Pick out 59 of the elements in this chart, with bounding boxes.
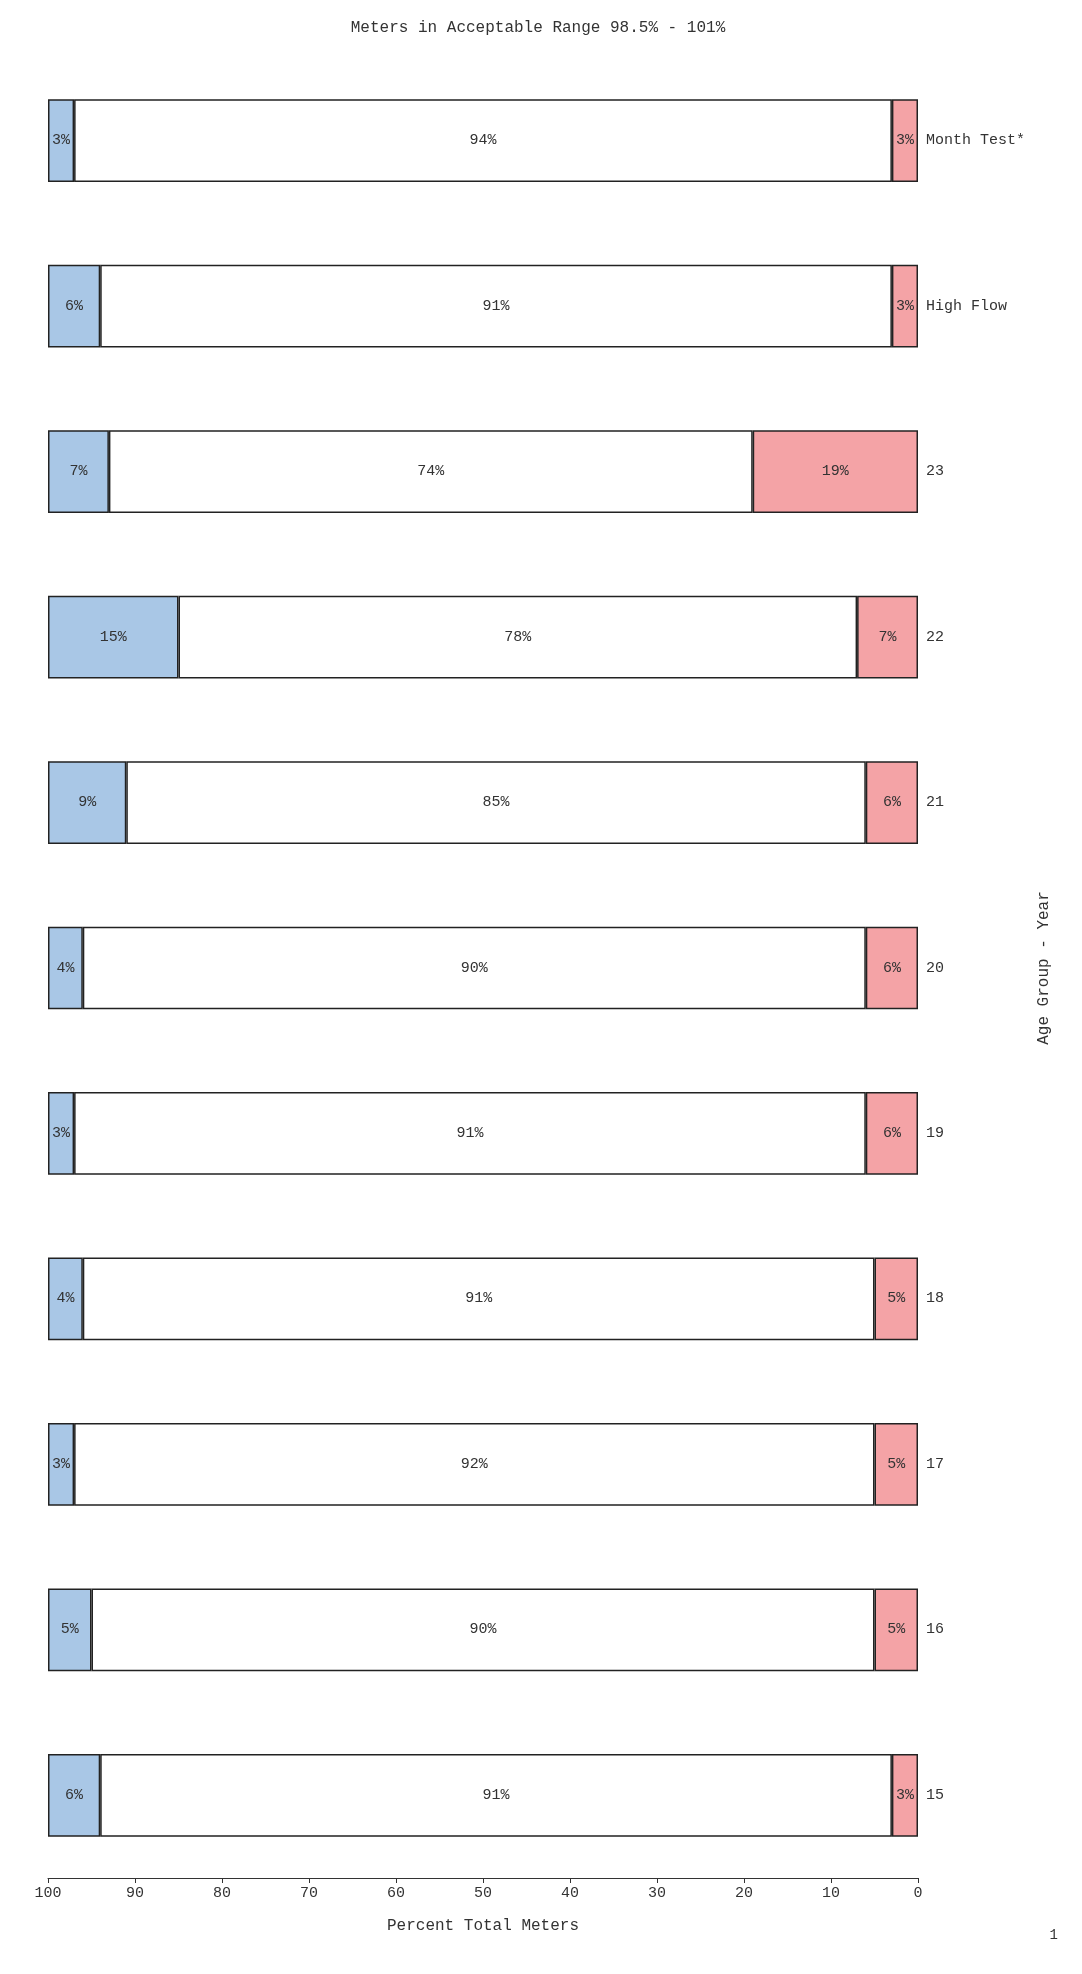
- x-tick-label: 30: [647, 1885, 667, 1902]
- y-axis-title: Age Group - Year: [1034, 891, 1053, 1045]
- data-label: 3%: [895, 132, 915, 150]
- data-label: 5%: [887, 1455, 907, 1473]
- x-tick-label: 90: [125, 1885, 145, 1902]
- data-label: 78%: [504, 628, 533, 646]
- data-label: 6%: [65, 297, 85, 315]
- data-label: 90%: [460, 959, 489, 977]
- data-label: 74%: [417, 463, 446, 481]
- data-label: 5%: [887, 1621, 907, 1639]
- x-tick-label: 20: [734, 1885, 754, 1902]
- data-label: 90%: [469, 1621, 498, 1639]
- data-label: 91%: [465, 1290, 494, 1308]
- data-label: 15%: [99, 628, 128, 646]
- text: 1: [1049, 1927, 1058, 1943]
- x-tick-label: 60: [386, 1885, 406, 1902]
- data-label: 6%: [882, 1124, 902, 1142]
- y-tick-label: 17: [926, 1455, 945, 1473]
- data-label: 7%: [69, 463, 89, 481]
- data-label: 4%: [56, 959, 76, 977]
- data-label: 6%: [882, 959, 902, 977]
- y-tick-label: High Flow: [926, 297, 1008, 315]
- data-label: 91%: [482, 1786, 511, 1804]
- data-label: 94%: [469, 132, 498, 150]
- y-tick-label: 18: [926, 1290, 945, 1308]
- data-label: 4%: [56, 1290, 76, 1308]
- x-tick-label: 70: [299, 1885, 319, 1902]
- y-tick-label: 15: [926, 1786, 945, 1804]
- x-tick-label: 80: [212, 1885, 232, 1902]
- y-tick-label: 23: [926, 463, 945, 481]
- data-label: 6%: [882, 794, 902, 812]
- x-tick-label: 0: [913, 1885, 923, 1902]
- y-tick-label: 16: [926, 1621, 945, 1639]
- data-label: 85%: [482, 794, 511, 812]
- data-label: 5%: [887, 1290, 907, 1308]
- data-label: 7%: [878, 628, 898, 646]
- text: Meters in Acceptable Range 98.5% - 101%: [350, 19, 726, 37]
- x-tick-label: 100: [34, 1885, 62, 1902]
- x-tick-label: 50: [473, 1885, 493, 1902]
- data-label: 19%: [821, 463, 850, 481]
- y-tick-label: Month Test*: [926, 132, 1026, 150]
- x-tick-label: 40: [560, 1885, 580, 1902]
- data-label: 9%: [78, 794, 98, 812]
- y-tick-label: 21: [926, 794, 945, 812]
- data-label: 3%: [52, 1455, 72, 1473]
- y-tick-label: 20: [926, 959, 945, 977]
- x-axis-title: Percent Total Meters: [386, 1917, 580, 1935]
- data-label: 5%: [60, 1621, 80, 1639]
- data-label: 91%: [456, 1124, 485, 1142]
- data-label: 91%: [482, 297, 511, 315]
- x-tick-label: 10: [821, 1885, 841, 1902]
- data-label: 3%: [895, 297, 915, 315]
- y-tick-label: 19: [926, 1124, 945, 1142]
- data-label: 92%: [460, 1455, 489, 1473]
- y-tick-label: 22: [926, 628, 945, 646]
- data-label: 3%: [895, 1786, 915, 1804]
- data-label: 6%: [65, 1786, 85, 1804]
- data-label: 3%: [52, 1124, 72, 1142]
- data-label: 3%: [52, 132, 72, 150]
